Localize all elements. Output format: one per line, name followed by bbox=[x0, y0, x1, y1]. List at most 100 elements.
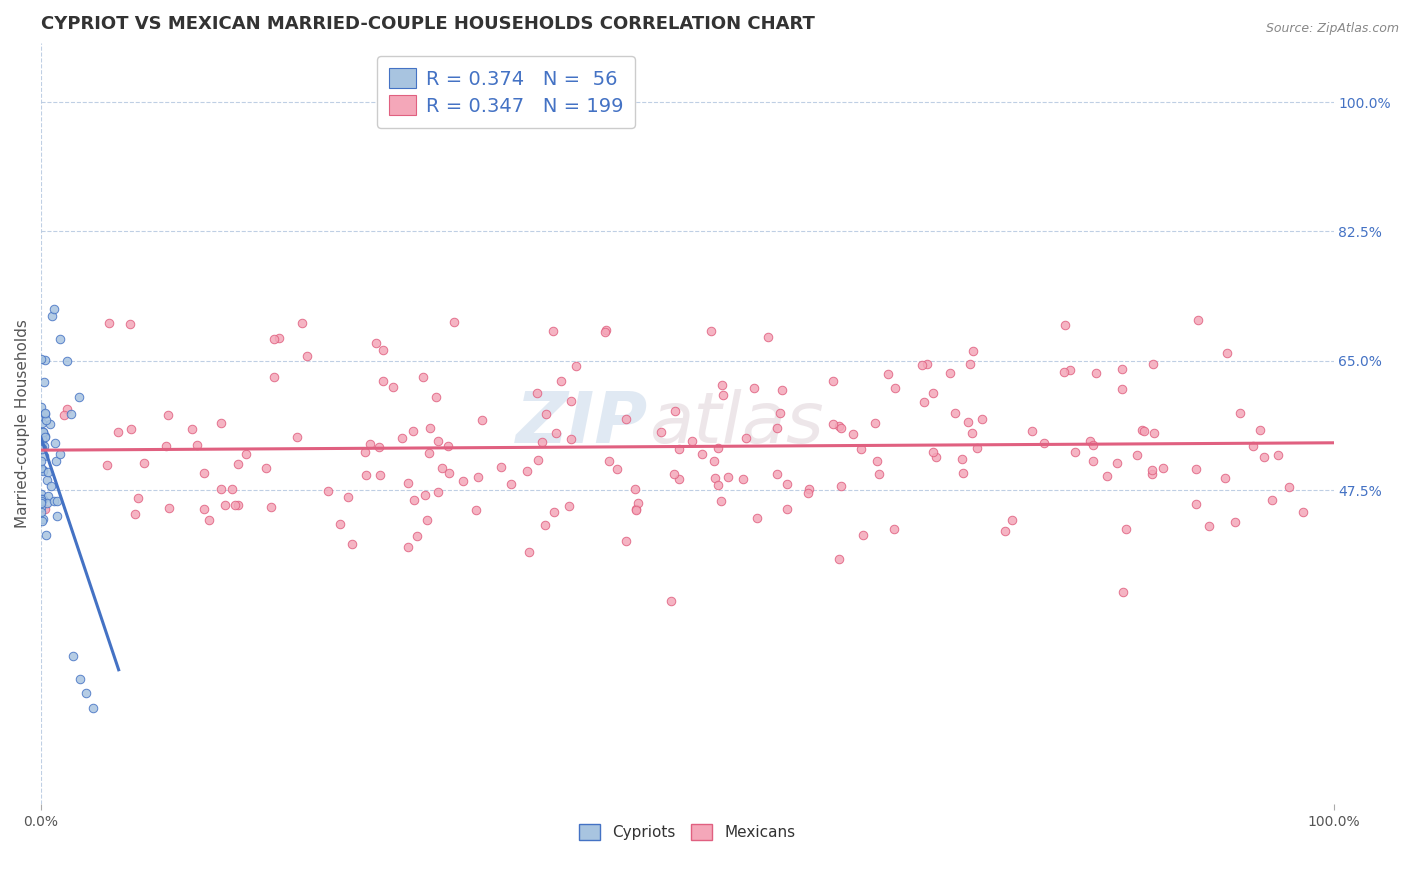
Point bbox=[124, 507, 146, 521]
Point bbox=[155, 439, 177, 453]
Point bbox=[30, 409, 52, 424]
Point bbox=[627, 496, 650, 510]
Point bbox=[209, 416, 232, 430]
Point bbox=[316, 484, 339, 499]
Point bbox=[664, 404, 686, 418]
Point bbox=[107, 425, 129, 439]
Point bbox=[489, 460, 512, 475]
Point bbox=[368, 467, 391, 482]
Point bbox=[193, 466, 215, 480]
Point bbox=[1142, 463, 1164, 477]
Point bbox=[952, 467, 974, 481]
Point bbox=[226, 499, 249, 513]
Point bbox=[82, 701, 104, 715]
Point bbox=[354, 445, 377, 459]
Point bbox=[30, 425, 52, 440]
Point bbox=[962, 426, 984, 441]
Point bbox=[1111, 382, 1133, 396]
Point bbox=[668, 472, 690, 486]
Point bbox=[1105, 456, 1128, 470]
Point bbox=[295, 349, 318, 363]
Point bbox=[1185, 462, 1208, 476]
Point bbox=[465, 503, 488, 517]
Point bbox=[382, 379, 405, 393]
Point bbox=[291, 316, 314, 330]
Point bbox=[1111, 362, 1133, 376]
Point bbox=[426, 434, 449, 448]
Point bbox=[49, 332, 72, 346]
Point bbox=[534, 407, 557, 421]
Point bbox=[329, 516, 352, 531]
Point bbox=[186, 438, 208, 452]
Point bbox=[430, 461, 453, 475]
Point bbox=[48, 447, 70, 461]
Text: CYPRIOT VS MEXICAN MARRIED-COUPLE HOUSEHOLDS CORRELATION CHART: CYPRIOT VS MEXICAN MARRIED-COUPLE HOUSEH… bbox=[41, 15, 815, 33]
Point bbox=[34, 430, 56, 444]
Point bbox=[707, 478, 730, 492]
Point bbox=[437, 439, 460, 453]
Point bbox=[731, 472, 754, 486]
Point bbox=[56, 353, 79, 368]
Point bbox=[39, 417, 62, 432]
Point bbox=[32, 511, 55, 525]
Point bbox=[841, 426, 863, 441]
Point bbox=[994, 524, 1017, 539]
Point bbox=[1053, 365, 1076, 379]
Point bbox=[735, 431, 758, 445]
Point bbox=[413, 488, 436, 502]
Point bbox=[132, 456, 155, 470]
Point bbox=[193, 501, 215, 516]
Point bbox=[439, 467, 461, 481]
Point bbox=[34, 439, 56, 453]
Point bbox=[30, 505, 52, 519]
Point bbox=[703, 454, 725, 468]
Point bbox=[402, 493, 425, 508]
Text: ZIP: ZIP bbox=[516, 389, 648, 458]
Point bbox=[868, 467, 890, 481]
Point bbox=[209, 482, 232, 496]
Point bbox=[624, 503, 647, 517]
Point bbox=[912, 395, 935, 409]
Point bbox=[41, 309, 63, 323]
Point bbox=[34, 428, 56, 442]
Point bbox=[42, 494, 65, 508]
Point bbox=[391, 431, 413, 445]
Point bbox=[828, 551, 851, 566]
Point bbox=[31, 442, 53, 456]
Point bbox=[402, 424, 425, 438]
Point bbox=[770, 383, 793, 397]
Point bbox=[966, 441, 988, 455]
Point bbox=[97, 316, 120, 330]
Point bbox=[690, 447, 713, 461]
Point bbox=[1078, 434, 1101, 448]
Point bbox=[118, 317, 141, 331]
Point bbox=[614, 533, 637, 548]
Point bbox=[499, 476, 522, 491]
Point bbox=[359, 436, 381, 450]
Point bbox=[34, 353, 56, 368]
Point bbox=[52, 408, 75, 422]
Point bbox=[821, 417, 844, 431]
Point bbox=[939, 366, 962, 380]
Point bbox=[35, 473, 58, 487]
Point bbox=[1059, 363, 1081, 377]
Point bbox=[1143, 426, 1166, 441]
Point bbox=[769, 406, 792, 420]
Point bbox=[221, 482, 243, 496]
Point bbox=[1095, 468, 1118, 483]
Point bbox=[1021, 424, 1043, 438]
Point bbox=[37, 489, 59, 503]
Point bbox=[59, 407, 82, 421]
Point bbox=[606, 461, 628, 475]
Point bbox=[699, 324, 721, 338]
Point bbox=[849, 442, 872, 457]
Point bbox=[418, 446, 440, 460]
Point bbox=[921, 386, 943, 401]
Point bbox=[776, 501, 799, 516]
Point bbox=[1187, 312, 1209, 326]
Point bbox=[915, 358, 938, 372]
Point bbox=[235, 447, 257, 461]
Point bbox=[30, 461, 52, 475]
Point bbox=[35, 496, 58, 510]
Point bbox=[876, 367, 898, 381]
